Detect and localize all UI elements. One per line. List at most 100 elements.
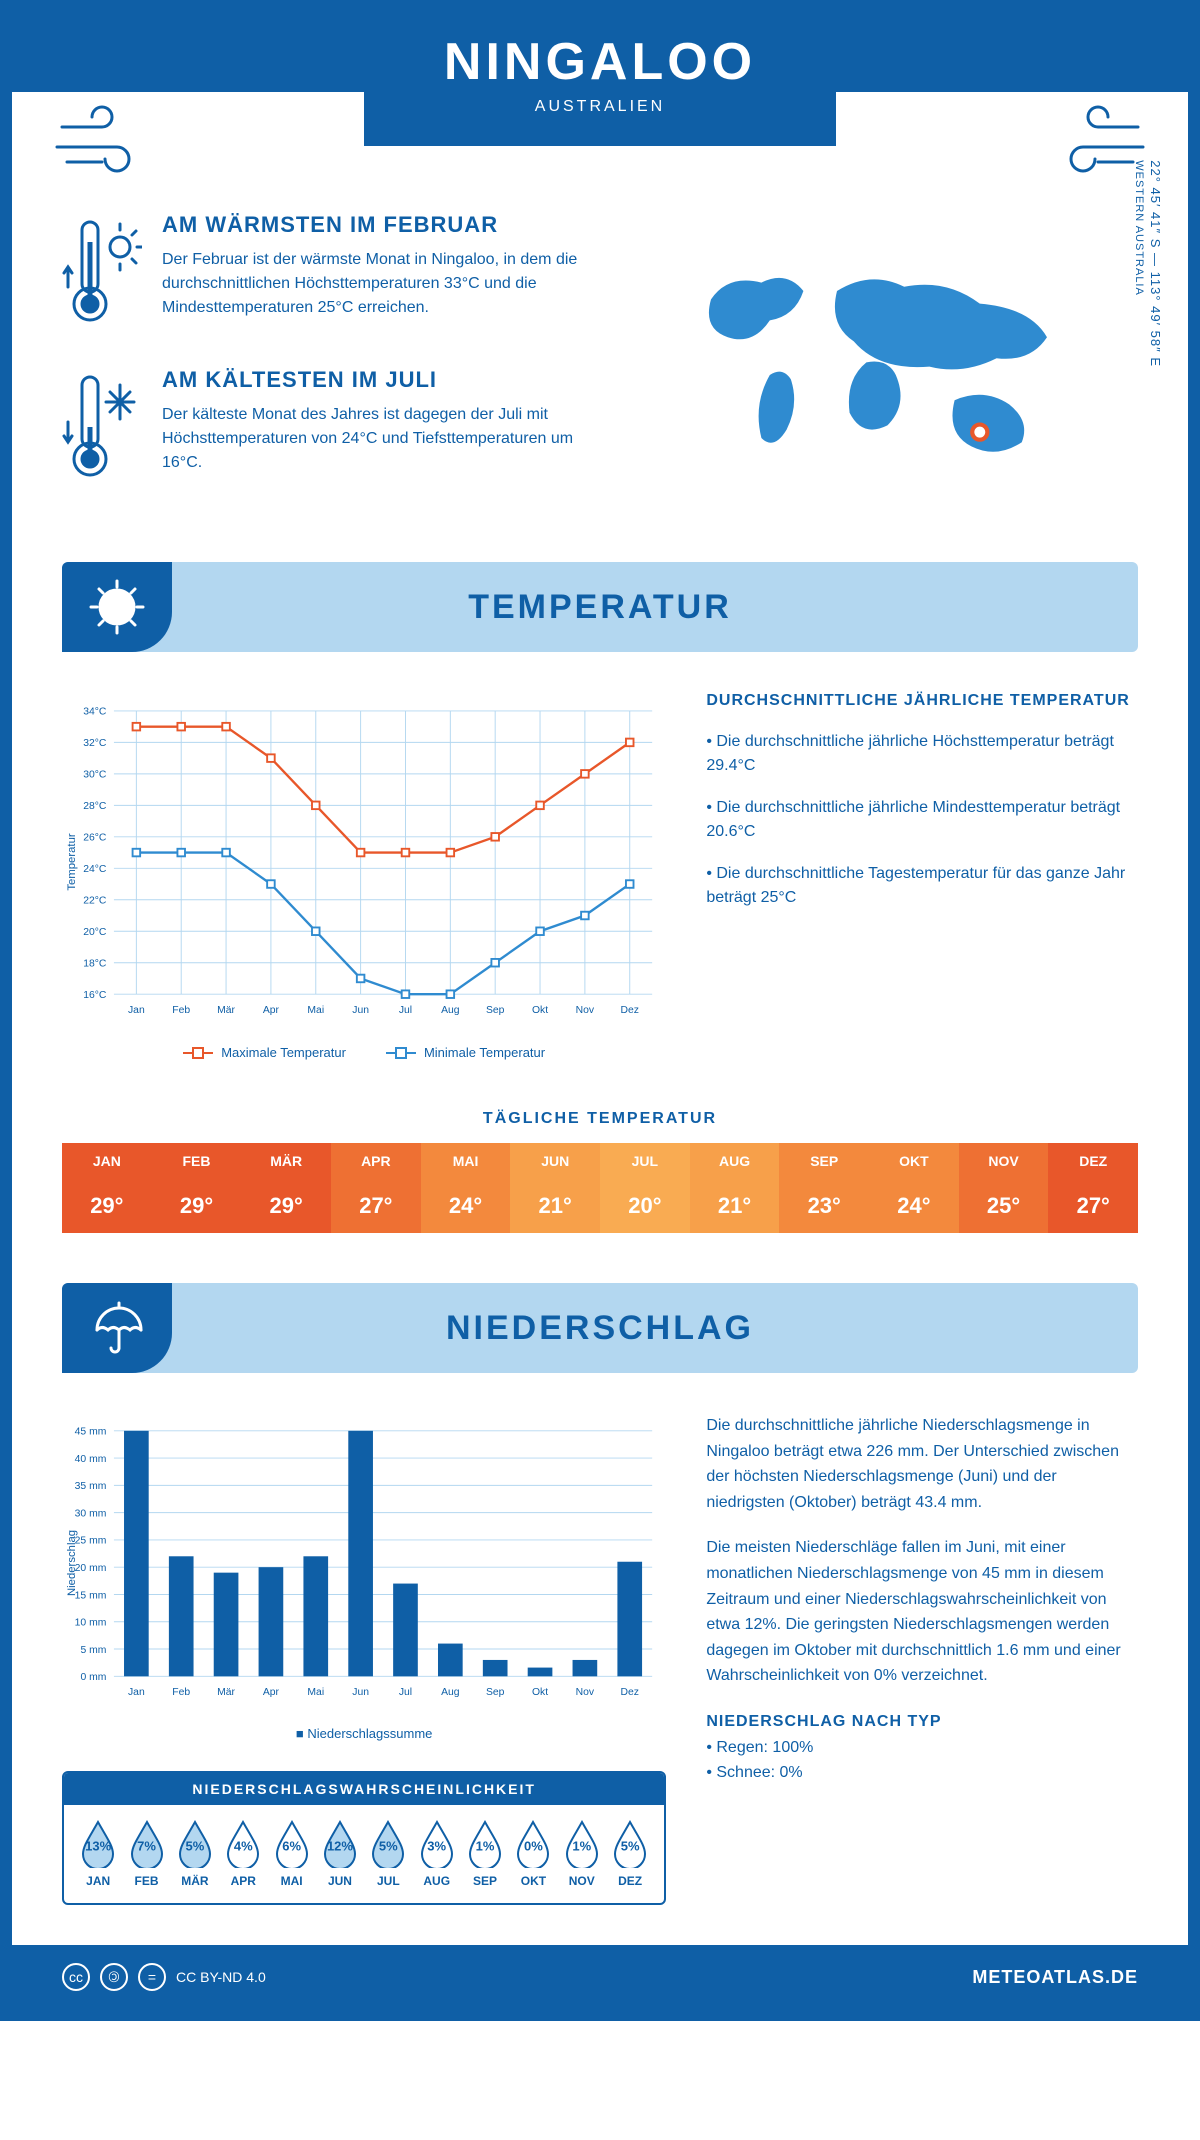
sun-icon (62, 562, 172, 652)
warmest-text: Der Februar ist der wärmste Monat in Nin… (162, 248, 580, 320)
droplet-icon: 5% (611, 1820, 649, 1868)
svg-text:20°C: 20°C (83, 927, 107, 938)
prob-title: NIEDERSCHLAGSWAHRSCHEINLICHKEIT (64, 1773, 664, 1805)
temperature-line-chart: 16°C18°C20°C22°C24°C26°C28°C30°C32°C34°C… (62, 692, 666, 1060)
svg-text:Mär: Mär (217, 1005, 235, 1016)
prob-cell: 5% MÄR (171, 1820, 219, 1888)
svg-text:34°C: 34°C (83, 707, 107, 718)
svg-text:22°C: 22°C (83, 896, 107, 907)
temp-info-1: • Die durchschnittliche jährliche Höchst… (706, 730, 1138, 778)
prob-cell: 1% SEP (461, 1820, 509, 1888)
warmest-title: AM WÄRMSTEN IM FEBRUAR (162, 212, 580, 238)
precipitation-section-header: NIEDERSCHLAG (62, 1283, 1138, 1373)
precip-type-snow: • Schnee: 0% (706, 1760, 1138, 1786)
license-info: cc 🄯 = CC BY-ND 4.0 (62, 1963, 266, 1991)
svg-text:5 mm: 5 mm (80, 1645, 106, 1656)
svg-text:Nov: Nov (576, 1687, 595, 1698)
svg-text:Jun: Jun (352, 1005, 369, 1016)
svg-text:30 mm: 30 mm (75, 1508, 107, 1519)
page: NINGALOO AUSTRALIEN AM WÄRMSTEN IM FEBRU… (0, 0, 1200, 2021)
prob-cell: 7% FEB (122, 1820, 170, 1888)
temp-info-3: • Die durchschnittliche Tagestemperatur … (706, 862, 1138, 910)
precipitation-info: Die durchschnittliche jährliche Niedersc… (706, 1413, 1138, 1905)
svg-text:Jan: Jan (128, 1687, 145, 1698)
svg-text:24°C: 24°C (83, 864, 107, 875)
svg-text:Feb: Feb (172, 1005, 190, 1016)
daily-cell: APR27° (331, 1143, 421, 1233)
site-name: METEOATLAS.DE (972, 1967, 1138, 1988)
precip-type-title: NIEDERSCHLAG NACH TYP (706, 1709, 1138, 1735)
page-title: NINGALOO (444, 32, 756, 92)
daily-temp-title: TÄGLICHE TEMPERATUR (12, 1110, 1188, 1128)
droplet-icon: 5% (369, 1820, 407, 1868)
daily-cell: OKT24° (869, 1143, 959, 1233)
prob-cell: 6% MAI (267, 1820, 315, 1888)
svg-text:Dez: Dez (621, 1687, 639, 1698)
daily-cell: JAN29° (62, 1143, 152, 1233)
prob-cell: 3% AUG (413, 1820, 461, 1888)
thermometer-hot-icon (62, 212, 142, 337)
intro-section: AM WÄRMSTEN IM FEBRUAR Der Februar ist d… (12, 192, 1188, 562)
daily-cell: DEZ27° (1048, 1143, 1138, 1233)
temperature-title: TEMPERATUR (172, 588, 1138, 627)
coldest-title: AM KÄLTESTEN IM JULI (162, 367, 580, 393)
wind-icon (1048, 102, 1148, 182)
coldest-text: Der kälteste Monat des Jahres ist dagege… (162, 403, 580, 475)
page-subtitle: AUSTRALIEN (444, 98, 756, 116)
precipitation-bar-chart: 0 mm5 mm10 mm15 mm20 mm25 mm30 mm35 mm40… (62, 1413, 666, 1741)
droplet-icon: 1% (466, 1820, 504, 1868)
precip-text-2: Die meisten Niederschläge fallen im Juni… (706, 1535, 1138, 1689)
droplet-icon: 7% (128, 1820, 166, 1868)
temperature-info: DURCHSCHNITTLICHE JÄHRLICHE TEMPERATUR •… (706, 692, 1138, 1060)
footer: cc 🄯 = CC BY-ND 4.0 METEOATLAS.DE (12, 1945, 1188, 2009)
precip-type-rain: • Regen: 100% (706, 1735, 1138, 1761)
location-marker (972, 425, 987, 440)
svg-text:10 mm: 10 mm (75, 1618, 107, 1629)
svg-text:30°C: 30°C (83, 770, 107, 781)
svg-text:Aug: Aug (441, 1687, 460, 1698)
svg-text:45 mm: 45 mm (75, 1427, 107, 1438)
svg-text:Aug: Aug (441, 1005, 460, 1016)
droplet-icon: 4% (224, 1820, 262, 1868)
svg-text:20 mm: 20 mm (75, 1563, 107, 1574)
legend-max-temp: .legend-item:nth-child(1) .legend-line::… (183, 1045, 346, 1060)
daily-cell: MÄR29° (241, 1143, 331, 1233)
temp-info-title: DURCHSCHNITTLICHE JÄHRLICHE TEMPERATUR (706, 692, 1138, 710)
droplet-icon: 13% (79, 1820, 117, 1868)
prob-cell: 13% JAN (74, 1820, 122, 1888)
svg-text:25 mm: 25 mm (75, 1536, 107, 1547)
svg-text:Jul: Jul (399, 1687, 412, 1698)
svg-text:16°C: 16°C (83, 990, 107, 1001)
precip-legend: ■ Niederschlagssumme (62, 1726, 666, 1741)
daily-cell: NOV25° (959, 1143, 1049, 1233)
umbrella-icon (62, 1283, 172, 1373)
svg-text:Apr: Apr (263, 1687, 280, 1698)
svg-text:Okt: Okt (532, 1005, 548, 1016)
prob-cell: 1% NOV (558, 1820, 606, 1888)
daily-cell: MAI24° (421, 1143, 511, 1233)
svg-text:15 mm: 15 mm (75, 1590, 107, 1601)
svg-text:Jun: Jun (352, 1687, 369, 1698)
world-map: 22° 45′ 41″ S — 113° 49′ 58″ E WESTERN A… (620, 212, 1138, 522)
prob-cell: 5% JUL (364, 1820, 412, 1888)
daily-temp-table: JAN29°FEB29°MÄR29°APR27°MAI24°JUN21°JUL2… (62, 1143, 1138, 1233)
legend-min-temp: .legend-item:nth-child(2) .legend-line::… (386, 1045, 545, 1060)
thermometer-cold-icon (62, 367, 142, 492)
prob-cell: 0% OKT (509, 1820, 557, 1888)
svg-text:35 mm: 35 mm (75, 1481, 107, 1492)
svg-text:40 mm: 40 mm (75, 1454, 107, 1465)
droplet-icon: 12% (321, 1820, 359, 1868)
svg-text:Jul: Jul (399, 1005, 412, 1016)
svg-text:Temperatur: Temperatur (66, 833, 78, 891)
cc-icon: cc (62, 1963, 90, 1991)
prob-cell: 12% JUN (316, 1820, 364, 1888)
droplet-icon: 1% (563, 1820, 601, 1868)
svg-text:Niederschlag: Niederschlag (66, 1530, 78, 1596)
droplet-icon: 0% (514, 1820, 552, 1868)
by-icon: 🄯 (100, 1963, 128, 1991)
daily-cell: JUL20° (600, 1143, 690, 1233)
daily-cell: AUG21° (690, 1143, 780, 1233)
svg-text:Feb: Feb (172, 1687, 190, 1698)
svg-text:Apr: Apr (263, 1005, 280, 1016)
prob-cell: 4% APR (219, 1820, 267, 1888)
